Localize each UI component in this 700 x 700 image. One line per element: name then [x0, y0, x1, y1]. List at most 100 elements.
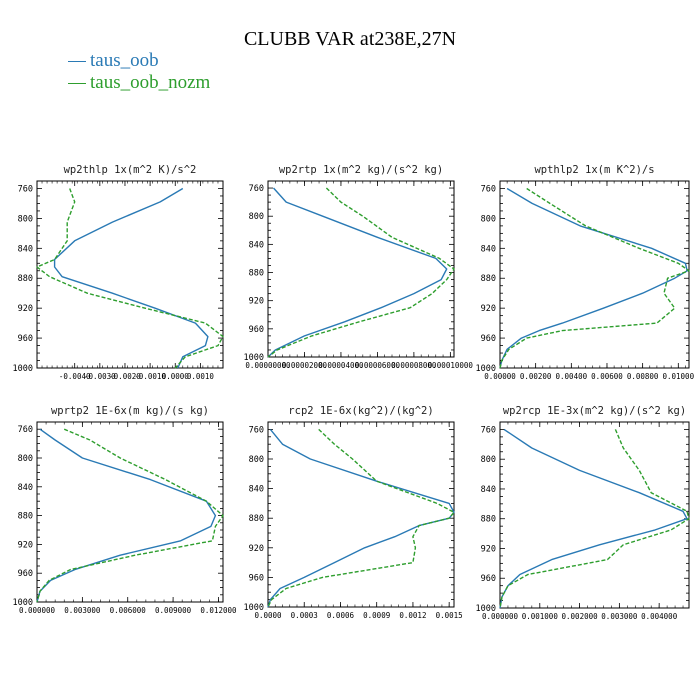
legend-line-swatch	[68, 60, 86, 62]
x-tick-label: 0.00008000	[391, 361, 437, 370]
chart-panel-3: wpthlp2 1x(m K^2)/s 760 800 840 880 920 960 100…	[476, 164, 695, 381]
series-line-taus-oob-nozm	[499, 187, 690, 369]
chart-title: wp2rtp 1x(m^2 kg)/(s^2 kg)	[279, 164, 443, 176]
y-tick-label: 1000	[244, 353, 264, 363]
x-tick-label: -0.0030	[84, 372, 116, 381]
legend-item-taus-oob-nozm: taus_oob_nozm	[68, 72, 210, 94]
plot-frame	[36, 421, 224, 603]
x-tick-label: 0.00200	[520, 372, 552, 381]
y-tick-label: 880	[18, 274, 33, 284]
plot-frame	[499, 180, 690, 369]
chart-title: wprtp2 1E-6x(m kg)/(s kg)	[51, 405, 209, 417]
x-tick-label: 0.00000000	[245, 361, 291, 370]
y-tick-label: 800	[481, 455, 496, 465]
y-tick-label: 920	[249, 297, 264, 307]
chart-panel-4: wprtp2 1E-6x(m kg)/(s kg) 760 800 840 880 920…	[13, 405, 237, 615]
y-tick-label: 1000	[244, 603, 264, 613]
y-tick-label: 960	[18, 334, 33, 344]
plot-frame	[499, 421, 690, 609]
series-line-taus-oob	[499, 187, 688, 369]
y-tick-label: 760	[249, 425, 264, 435]
x-tick-label: 0.0000	[254, 611, 282, 620]
y-tick-label: 880	[481, 515, 496, 525]
y-tick-label: 840	[249, 485, 264, 495]
x-tick-label: 0.003000	[64, 606, 101, 615]
series-line-taus-oob-nozm	[267, 187, 455, 358]
y-tick-label: 920	[249, 544, 264, 554]
y-tick-label: 960	[481, 334, 496, 344]
x-tick-label: 0.009000	[155, 606, 192, 615]
y-tick-label: 1000	[476, 604, 496, 614]
y-tick-label: 920	[481, 304, 496, 314]
x-tick-label: 0.00800	[627, 372, 659, 381]
chart-panel-1: wp2thlp 1x(m^2 K)/s^2 760 800 840 880 920 960 1…	[13, 164, 224, 381]
y-tick-label: 840	[18, 244, 33, 254]
x-tick-label: 0.00600	[591, 372, 623, 381]
x-tick-label: 0.00006000	[355, 361, 401, 370]
y-tick-label: 960	[18, 569, 33, 579]
y-tick-label: 840	[249, 240, 264, 250]
chart-title: rcp2 1E-6x(kg^2)/(kg^2)	[288, 405, 433, 417]
series-line-taus-oob	[267, 187, 448, 358]
series-line-taus-oob	[499, 428, 688, 609]
y-tick-label: 920	[18, 540, 33, 550]
chart-panel-2: wp2rtp 1x(m^2 kg)/(s^2 kg) 760 800 840 880 92…	[244, 164, 474, 370]
y-tick-label: 800	[481, 214, 496, 224]
y-tick-label: 800	[18, 454, 33, 464]
y-tick-label: 880	[481, 274, 496, 284]
chart-title: wp2rcp 1E-3x(m^2 kg)/(s^2 kg)	[503, 405, 686, 417]
y-tick-label: 800	[249, 212, 264, 222]
x-tick-label: 0.0012	[399, 611, 426, 620]
x-tick-label: 0.003000	[601, 612, 638, 621]
legend-item-taus-oob: taus_oob	[68, 50, 159, 72]
y-tick-label: 800	[249, 455, 264, 465]
x-tick-label: 0.0015	[436, 611, 463, 620]
legend-label: taus_oob_nozm	[90, 72, 211, 93]
x-tick-label: 0.00000	[484, 372, 516, 381]
chart-panel-6: wp2rcp 1E-3x(m^2 kg)/(s^2 kg) 760 800 840 88…	[476, 405, 690, 621]
y-tick-label: 920	[18, 304, 33, 314]
y-tick-label: 960	[249, 573, 264, 583]
x-tick-label: 0.006000	[110, 606, 147, 615]
y-tick-label: 760	[18, 425, 33, 435]
x-tick-label: 0.00004000	[318, 361, 364, 370]
x-tick-label: 0.000000	[482, 612, 519, 621]
chart-title: wpthlp2 1x(m K^2)/s	[534, 164, 654, 176]
legend-label: taus_oob	[90, 50, 159, 71]
plot-frame	[267, 180, 455, 358]
y-tick-label: 840	[481, 244, 496, 254]
series-line-taus-oob-nozm	[36, 428, 224, 603]
x-tick-label: -0.0020	[109, 372, 141, 381]
y-tick-label: 760	[481, 425, 496, 435]
y-tick-label: 960	[249, 325, 264, 335]
x-tick-label: 0.0009	[363, 611, 390, 620]
series-line-taus-oob	[53, 187, 209, 369]
y-tick-label: 960	[481, 574, 496, 584]
series-line-taus-oob-nozm	[267, 428, 455, 608]
y-tick-label: 880	[18, 512, 33, 522]
x-tick-label: 0.00400	[556, 372, 588, 381]
y-tick-label: 840	[481, 485, 496, 495]
x-tick-label: 0.0000	[162, 372, 190, 381]
x-tick-label: 0.001000	[522, 612, 559, 621]
x-tick-label: 0.000000	[19, 606, 56, 615]
x-tick-label: 0.002000	[562, 612, 599, 621]
x-tick-label: 0.00002000	[282, 361, 328, 370]
page-title: CLUBB VAR at238E,27N	[243, 28, 457, 50]
y-tick-label: 880	[249, 269, 264, 279]
x-tick-label: 0.01000	[662, 372, 694, 381]
y-tick-label: 1000	[476, 364, 496, 374]
series-line-taus-oob-nozm	[499, 429, 690, 609]
x-tick-label: 0.0003	[291, 611, 318, 620]
x-tick-label: 0.0006	[327, 611, 355, 620]
plot-frame	[36, 180, 224, 369]
series-line-taus-oob-nozm	[36, 188, 224, 369]
legend-line-swatch	[68, 82, 86, 84]
y-tick-label: 800	[18, 214, 33, 224]
y-tick-label: 1000	[13, 364, 33, 374]
series-line-taus-oob	[36, 428, 217, 603]
chart-title: wp2thlp 1x(m^2 K)/s^2	[64, 164, 197, 176]
y-tick-label: 760	[18, 184, 33, 194]
y-tick-label: 920	[481, 544, 496, 554]
